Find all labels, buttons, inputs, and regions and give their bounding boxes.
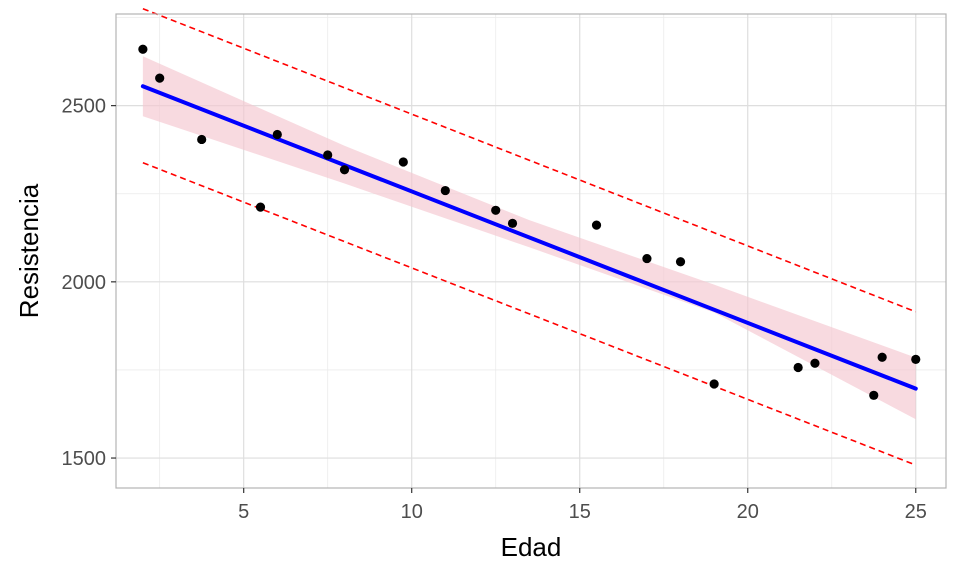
panel-border <box>115 13 947 489</box>
data-point <box>440 185 450 196</box>
prediction-upper-line <box>142 7 917 313</box>
data-point <box>491 205 501 215</box>
data-point <box>339 165 350 175</box>
y-tick-label: 1500 <box>62 448 107 470</box>
points-layer <box>138 44 921 400</box>
data-point <box>877 352 887 362</box>
data-point <box>810 358 820 368</box>
x-tick-label: 10 <box>401 501 423 523</box>
data-point <box>675 257 686 267</box>
data-point <box>911 354 921 364</box>
data-point <box>197 134 207 145</box>
x-tick-label: 20 <box>737 501 759 523</box>
x-tick-label: 5 <box>238 501 249 523</box>
data-point <box>138 44 148 54</box>
data-point <box>642 253 652 264</box>
data-point <box>869 390 879 400</box>
data-point <box>323 150 333 160</box>
x-tick-label: 25 <box>905 501 927 523</box>
data-point <box>255 202 266 212</box>
data-point <box>155 73 165 83</box>
data-point <box>591 220 602 230</box>
grid <box>116 14 946 488</box>
x-axis-title: Edad <box>501 532 562 562</box>
x-tick-label: 15 <box>569 501 591 523</box>
fit-line-layer <box>140 84 918 391</box>
y-axis-ticks: 1500 2000 2500 <box>62 96 116 470</box>
data-point <box>793 362 803 373</box>
x-axis-ticks: 5 10 15 20 25 <box>238 488 927 523</box>
data-point <box>507 218 518 228</box>
y-tick-label: 2000 <box>62 272 107 294</box>
data-point <box>398 157 408 167</box>
data-point <box>709 379 719 389</box>
y-tick-label: 2500 <box>62 96 107 118</box>
data-point <box>272 129 282 140</box>
fit-line <box>140 84 918 391</box>
y-axis-title: Resistencia <box>14 183 44 318</box>
prediction-interval-layer <box>142 7 917 466</box>
prediction-lower-line <box>142 161 917 466</box>
